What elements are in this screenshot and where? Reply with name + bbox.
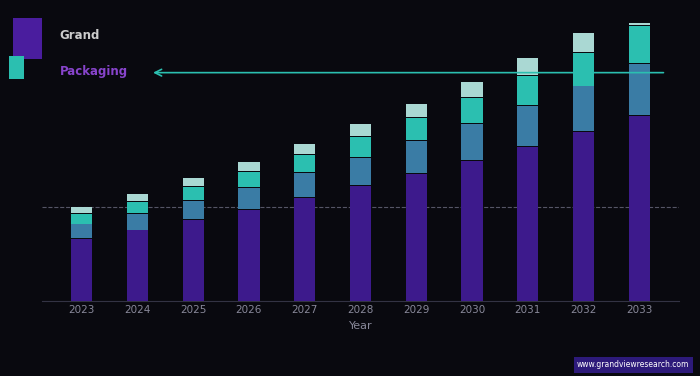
Text: www.grandviewresearch.com: www.grandviewresearch.com bbox=[577, 360, 690, 369]
Bar bbox=[127, 229, 148, 230]
Bar bbox=[71, 207, 92, 213]
Bar bbox=[183, 186, 204, 187]
Bar bbox=[294, 154, 315, 155]
Bar bbox=[461, 160, 483, 301]
Bar bbox=[127, 201, 148, 202]
Bar bbox=[406, 117, 427, 118]
Bar bbox=[183, 200, 204, 219]
Text: Grand: Grand bbox=[60, 29, 100, 42]
Bar bbox=[71, 238, 92, 239]
Bar bbox=[573, 33, 594, 52]
Bar bbox=[350, 136, 371, 157]
Bar bbox=[517, 105, 538, 146]
X-axis label: Year: Year bbox=[349, 320, 372, 331]
Bar bbox=[517, 75, 538, 76]
Bar bbox=[629, 25, 650, 63]
Bar bbox=[238, 187, 260, 188]
Bar bbox=[517, 146, 538, 147]
Bar bbox=[183, 219, 204, 301]
Bar bbox=[573, 52, 594, 53]
Bar bbox=[517, 58, 538, 75]
Bar bbox=[183, 178, 204, 186]
Bar bbox=[127, 229, 148, 301]
FancyBboxPatch shape bbox=[13, 18, 42, 59]
Bar bbox=[294, 197, 315, 198]
Bar bbox=[183, 200, 204, 201]
Bar bbox=[406, 141, 427, 173]
Bar bbox=[573, 132, 594, 301]
Bar bbox=[127, 194, 148, 201]
Bar bbox=[294, 172, 315, 173]
Bar bbox=[461, 160, 483, 161]
Bar bbox=[461, 97, 483, 123]
Bar bbox=[629, 115, 650, 301]
Bar bbox=[238, 187, 260, 209]
Bar bbox=[238, 171, 260, 172]
Bar bbox=[71, 213, 92, 214]
Bar bbox=[238, 171, 260, 187]
Bar bbox=[127, 201, 148, 213]
Bar bbox=[573, 52, 594, 85]
Bar bbox=[517, 75, 538, 105]
Bar bbox=[406, 173, 427, 301]
Bar bbox=[294, 172, 315, 197]
Bar bbox=[461, 97, 483, 98]
Bar bbox=[238, 162, 260, 171]
Bar bbox=[406, 173, 427, 174]
Bar bbox=[573, 85, 594, 132]
Bar bbox=[629, 4, 650, 25]
FancyBboxPatch shape bbox=[9, 56, 25, 79]
Bar bbox=[350, 136, 371, 137]
Bar bbox=[350, 157, 371, 158]
Bar bbox=[350, 185, 371, 186]
Bar bbox=[71, 238, 92, 301]
Bar bbox=[406, 104, 427, 117]
Bar bbox=[71, 213, 92, 224]
Bar bbox=[127, 213, 148, 229]
Bar bbox=[350, 124, 371, 136]
Bar bbox=[294, 144, 315, 154]
Bar bbox=[517, 105, 538, 106]
Bar bbox=[406, 117, 427, 141]
Bar bbox=[183, 186, 204, 200]
Text: Packaging: Packaging bbox=[60, 65, 127, 78]
Bar bbox=[461, 123, 483, 160]
Bar bbox=[294, 197, 315, 301]
Bar bbox=[294, 154, 315, 172]
Bar bbox=[629, 63, 650, 115]
Bar bbox=[350, 157, 371, 185]
Bar bbox=[350, 185, 371, 301]
Bar bbox=[238, 209, 260, 301]
Bar bbox=[461, 82, 483, 97]
Bar bbox=[629, 25, 650, 26]
Bar bbox=[517, 146, 538, 301]
Bar bbox=[573, 85, 594, 86]
Bar bbox=[71, 224, 92, 238]
Bar bbox=[629, 63, 650, 64]
Bar bbox=[127, 213, 148, 214]
Bar bbox=[461, 123, 483, 124]
Bar bbox=[183, 219, 204, 220]
